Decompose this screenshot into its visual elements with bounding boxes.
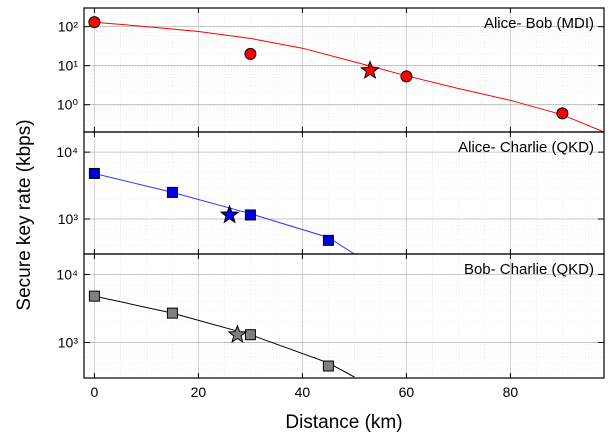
data-point (166, 307, 178, 319)
star-marker (227, 324, 248, 344)
data-point (166, 186, 178, 198)
x-tick-label: 0 (91, 384, 99, 400)
x-tick-label: 60 (399, 384, 415, 400)
data-point (400, 70, 413, 83)
y-tick-label: 10⁴ (56, 144, 78, 160)
y-tick-label: 10⁴ (56, 266, 78, 282)
panel-2-series (88, 167, 355, 254)
panel-1-series (88, 16, 604, 132)
data-layer (88, 16, 604, 378)
fit-line (94, 21, 604, 132)
text-layer: Distance (km) Secure key rate (kbps) 10⁰… (14, 15, 594, 433)
panel-label: Alice- Bob (MDI) (484, 15, 594, 32)
grid-layer (84, 8, 604, 378)
y-axis-title: Secure key rate (kbps) (14, 119, 35, 310)
panel-3-series (88, 290, 355, 378)
star-marker (360, 60, 380, 79)
x-tick-label: 40 (295, 384, 311, 400)
y-tick-label: 10³ (58, 334, 79, 350)
y-tick-label: 10¹ (58, 58, 79, 74)
data-point (88, 290, 100, 302)
x-axis-title: Distance (km) (285, 412, 402, 433)
y-tick-label: 10⁰ (57, 97, 79, 113)
x-tick-label: 20 (191, 384, 207, 400)
data-point (244, 209, 256, 221)
panel-label: Bob- Charlie (QKD) (464, 261, 594, 278)
data-point (322, 360, 334, 372)
y-tick-label: 10³ (58, 211, 79, 227)
data-point (244, 47, 257, 60)
star-marker (219, 204, 240, 224)
data-point (322, 234, 334, 246)
data-point (556, 107, 569, 120)
data-point (88, 167, 100, 179)
x-tick-label: 80 (503, 384, 519, 400)
panel-label: Alice- Charlie (QKD) (458, 139, 594, 156)
panel-frame (83, 253, 605, 379)
frame-layer (83, 7, 605, 379)
y-tick-label: 10² (58, 19, 79, 35)
data-point (244, 329, 256, 341)
data-point (88, 16, 101, 29)
